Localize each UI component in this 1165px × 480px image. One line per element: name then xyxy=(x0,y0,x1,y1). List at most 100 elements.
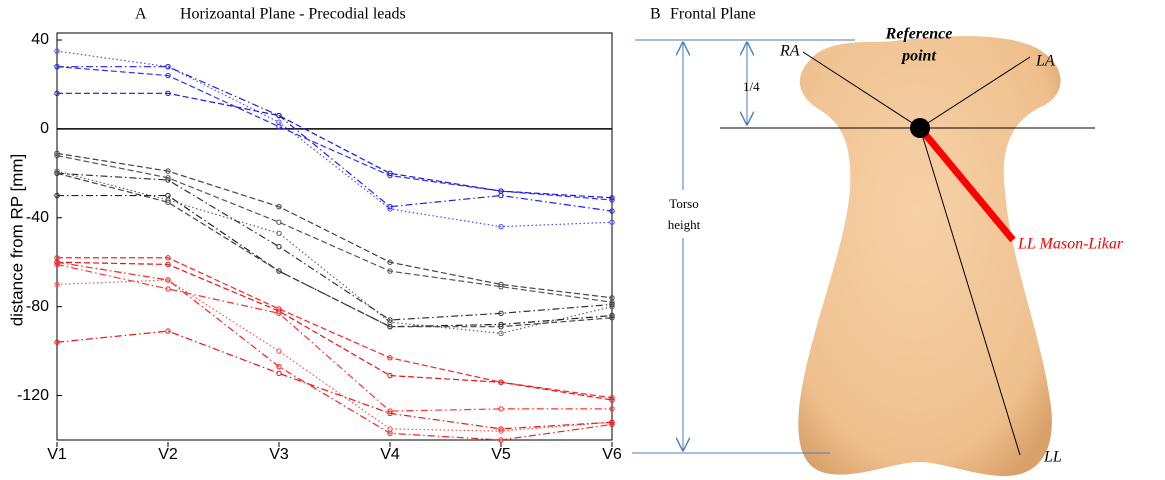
series-marker xyxy=(276,123,282,130)
series-marker xyxy=(54,281,60,288)
series-line xyxy=(56,330,613,430)
label-bg xyxy=(662,190,706,238)
series-marker xyxy=(609,195,615,201)
series-marker xyxy=(276,308,282,314)
series-marker xyxy=(165,277,171,283)
series-marker xyxy=(165,175,171,181)
series-marker xyxy=(387,172,393,179)
series-marker xyxy=(165,168,171,174)
series-marker xyxy=(276,243,282,250)
series-marker xyxy=(609,419,615,425)
plot-frame xyxy=(56,32,613,441)
series-marker xyxy=(498,310,504,317)
torso-height-label: height xyxy=(668,217,701,232)
series-marker xyxy=(498,188,504,194)
series-marker xyxy=(54,339,60,345)
y-tick-label: -80 xyxy=(26,298,49,315)
series-line xyxy=(57,66,613,212)
ra-line xyxy=(802,51,921,129)
series-marker xyxy=(165,199,171,205)
reference-label: Reference xyxy=(885,26,953,43)
series-marker xyxy=(609,315,615,321)
series-marker xyxy=(609,397,615,403)
series-marker xyxy=(165,72,171,79)
series-marker xyxy=(165,192,171,199)
torso xyxy=(798,36,1061,477)
la-label: LA xyxy=(1035,53,1055,70)
ra-label: RA xyxy=(779,43,800,60)
series-marker xyxy=(387,355,393,361)
series-marker xyxy=(609,312,615,319)
series-marker xyxy=(165,90,171,97)
series-marker xyxy=(165,286,171,292)
x-tick-label: V2 xyxy=(158,446,178,463)
series-line xyxy=(56,172,613,328)
y-tick-label: 40 xyxy=(31,31,49,48)
series-marker xyxy=(54,170,60,177)
series-marker xyxy=(498,330,504,337)
series-marker xyxy=(387,203,393,210)
series-line xyxy=(57,194,613,328)
y-axis-label: distance from RP [mm] xyxy=(7,154,26,327)
series-marker xyxy=(609,219,615,225)
series-marker xyxy=(387,410,393,417)
ll-line xyxy=(919,127,1021,456)
diagram-title: Frontal Plane xyxy=(670,6,756,23)
ll-mason-likar-label: LL Mason-Likar xyxy=(1017,236,1124,253)
series-marker xyxy=(165,177,171,183)
series-marker xyxy=(498,283,504,290)
reference-point xyxy=(910,118,930,138)
x-tick-label: V4 xyxy=(380,446,400,463)
series-marker xyxy=(387,317,393,323)
y-tick-label: -120 xyxy=(17,387,49,404)
ll-label: LL xyxy=(1043,449,1062,466)
series-line xyxy=(56,261,613,401)
series-marker xyxy=(276,363,282,370)
series-marker xyxy=(165,63,171,70)
series-marker xyxy=(165,328,171,334)
series-line xyxy=(56,261,613,441)
series-marker xyxy=(54,48,60,54)
panel-label: A xyxy=(135,6,147,23)
series-marker xyxy=(54,259,60,265)
series-marker xyxy=(387,430,393,437)
series-marker xyxy=(276,230,282,237)
series-marker xyxy=(54,192,60,199)
series-line xyxy=(57,92,613,199)
series-marker xyxy=(498,323,504,330)
series-line xyxy=(56,152,613,299)
series-marker xyxy=(276,203,282,210)
series-marker xyxy=(609,395,615,401)
series-marker xyxy=(165,255,171,261)
series-line xyxy=(56,50,613,228)
series-marker xyxy=(387,259,393,265)
series-marker xyxy=(498,379,504,385)
x-tick-label: V6 xyxy=(602,446,622,463)
series-marker xyxy=(276,370,282,377)
reference-label: point xyxy=(900,48,936,65)
series-marker xyxy=(165,261,171,268)
series-marker xyxy=(609,301,615,308)
series-marker xyxy=(498,437,504,443)
x-tick-label: V1 xyxy=(47,446,67,463)
la-line xyxy=(919,56,1031,129)
series-marker xyxy=(609,208,615,214)
ll-mason-likar-line xyxy=(917,125,1016,243)
series-marker xyxy=(387,206,393,212)
series-marker xyxy=(498,406,504,412)
series-marker xyxy=(609,406,615,412)
series-marker xyxy=(54,168,60,174)
series-marker xyxy=(276,112,282,119)
series-marker xyxy=(498,281,504,288)
series-marker xyxy=(498,223,504,230)
series-marker xyxy=(276,268,282,274)
series-marker xyxy=(387,170,393,177)
series-marker xyxy=(54,152,60,159)
series-line xyxy=(56,279,613,432)
chart-title: Horizoantal Plane - Precodial leads xyxy=(180,6,406,23)
quarter-label: 1/4 xyxy=(743,79,760,94)
series-marker xyxy=(609,197,615,203)
series-marker xyxy=(276,310,282,317)
y-tick-label: 0 xyxy=(40,120,49,137)
